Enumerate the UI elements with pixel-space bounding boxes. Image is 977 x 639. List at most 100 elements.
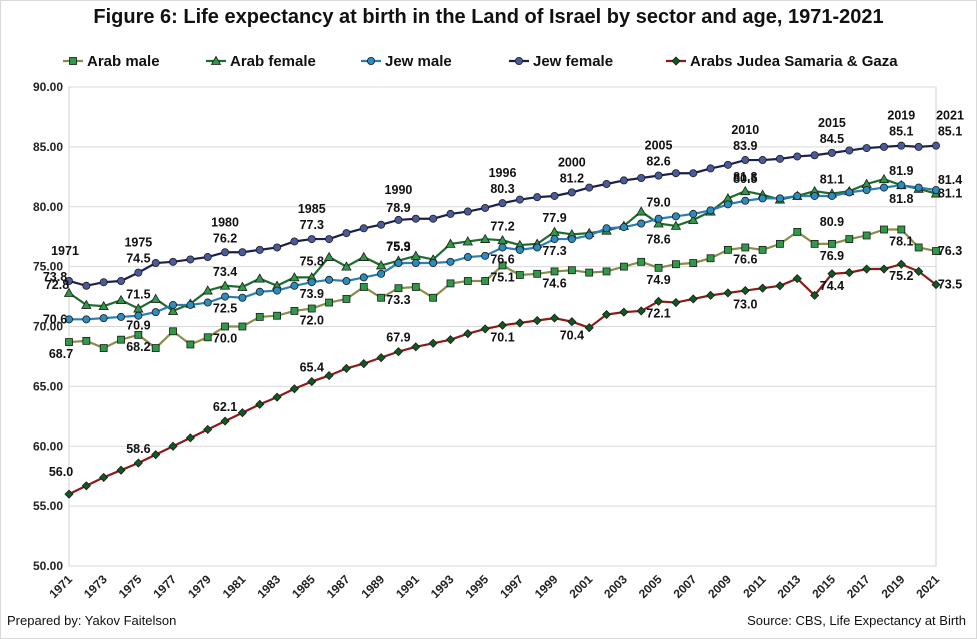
data-point: [827, 148, 836, 157]
data-point: [550, 267, 559, 276]
data-label: 67.9: [386, 331, 410, 345]
data-point: [601, 309, 612, 320]
data-point: [741, 196, 750, 205]
data-point: [463, 253, 472, 262]
data-point: [515, 271, 524, 279]
data-point: [845, 235, 854, 243]
data-point: [637, 219, 646, 228]
data-point: [377, 269, 386, 278]
data-label: 82.6: [646, 155, 670, 169]
data-point: [845, 188, 854, 197]
data-label: 74.9: [646, 273, 670, 287]
data-point: [289, 384, 299, 394]
data-point: [602, 224, 611, 233]
data-point: [210, 55, 222, 65]
data-point: [64, 489, 74, 499]
data-point: [793, 191, 802, 200]
data-point: [810, 239, 819, 248]
data-label: 76.6: [733, 252, 757, 266]
data-label: 76.6: [490, 252, 514, 266]
y-tick-label: 60.00: [33, 439, 63, 453]
data-label: 81.8: [889, 192, 913, 206]
data-label: 75.2: [889, 269, 913, 283]
data-point: [463, 329, 473, 339]
data-point: [220, 416, 230, 426]
data-point: [498, 199, 507, 208]
data-point: [810, 290, 820, 300]
data-point: [151, 259, 160, 268]
data-point: [637, 257, 646, 266]
data-label: 76.2: [213, 231, 237, 245]
data-point: [410, 250, 421, 260]
year-annotation: 1985: [298, 202, 326, 216]
data-point: [99, 278, 108, 287]
data-point: [515, 57, 524, 66]
data-label: 70.1: [490, 330, 514, 344]
x-tick-label: 1997: [497, 572, 526, 601]
data-point: [878, 173, 890, 184]
data-point: [69, 57, 77, 65]
data-label: 75.1: [490, 270, 514, 284]
data-point: [134, 268, 143, 277]
data-point: [65, 338, 73, 346]
data-label: 72.1: [646, 306, 670, 320]
data-point: [723, 160, 732, 169]
data-point: [481, 251, 490, 260]
data-point: [117, 276, 126, 285]
data-point: [221, 292, 230, 301]
data-point: [237, 281, 248, 291]
x-tick-label: 1985: [289, 572, 318, 601]
data-label: 81.4: [938, 173, 962, 187]
data-point: [134, 311, 143, 320]
data-point: [81, 481, 91, 491]
data-point: [671, 212, 680, 221]
data-point: [411, 214, 420, 223]
data-point: [81, 299, 92, 309]
data-point: [828, 239, 836, 248]
data-point: [394, 215, 403, 224]
data-label: 58.6: [126, 442, 150, 456]
data-label: 73.3: [386, 293, 410, 307]
data-point: [723, 200, 732, 209]
data-point: [879, 183, 888, 192]
data-point: [497, 320, 508, 330]
data-point: [307, 304, 316, 313]
data-point: [932, 141, 941, 150]
data-point: [931, 280, 941, 290]
data-point: [254, 273, 265, 283]
x-tick-label: 2005: [636, 572, 665, 601]
year-annotation: 2000: [558, 155, 586, 169]
data-point: [533, 269, 542, 278]
data-point: [532, 315, 542, 326]
data-label: 70.6: [43, 312, 67, 326]
data-point: [272, 392, 282, 402]
data-label: 73.4: [213, 265, 237, 279]
data-point: [429, 293, 438, 302]
data-point: [238, 293, 247, 302]
data-point: [758, 156, 767, 165]
data-label: 56.0: [49, 465, 73, 479]
x-tick-label: 1995: [462, 572, 491, 601]
data-point: [758, 194, 767, 203]
data-point: [238, 248, 247, 257]
data-point: [619, 176, 628, 185]
x-tick-label: 2021: [913, 572, 942, 601]
data-point: [219, 280, 231, 290]
data-point: [463, 207, 472, 216]
data-label: 78.1: [889, 235, 913, 249]
data-label: 81.3: [733, 170, 757, 184]
data-label: 74.5: [126, 252, 150, 266]
data-point: [827, 269, 837, 279]
data-point: [462, 236, 474, 246]
data-point: [445, 335, 456, 345]
data-point: [602, 267, 611, 276]
y-tick-label: 85.00: [33, 140, 63, 154]
data-point: [671, 56, 681, 66]
data-point: [880, 225, 888, 234]
data-point: [670, 220, 682, 230]
data-label: 77.3: [300, 218, 324, 232]
data-point: [411, 342, 421, 352]
data-label: 78.6: [646, 233, 670, 247]
data-point: [168, 441, 178, 451]
